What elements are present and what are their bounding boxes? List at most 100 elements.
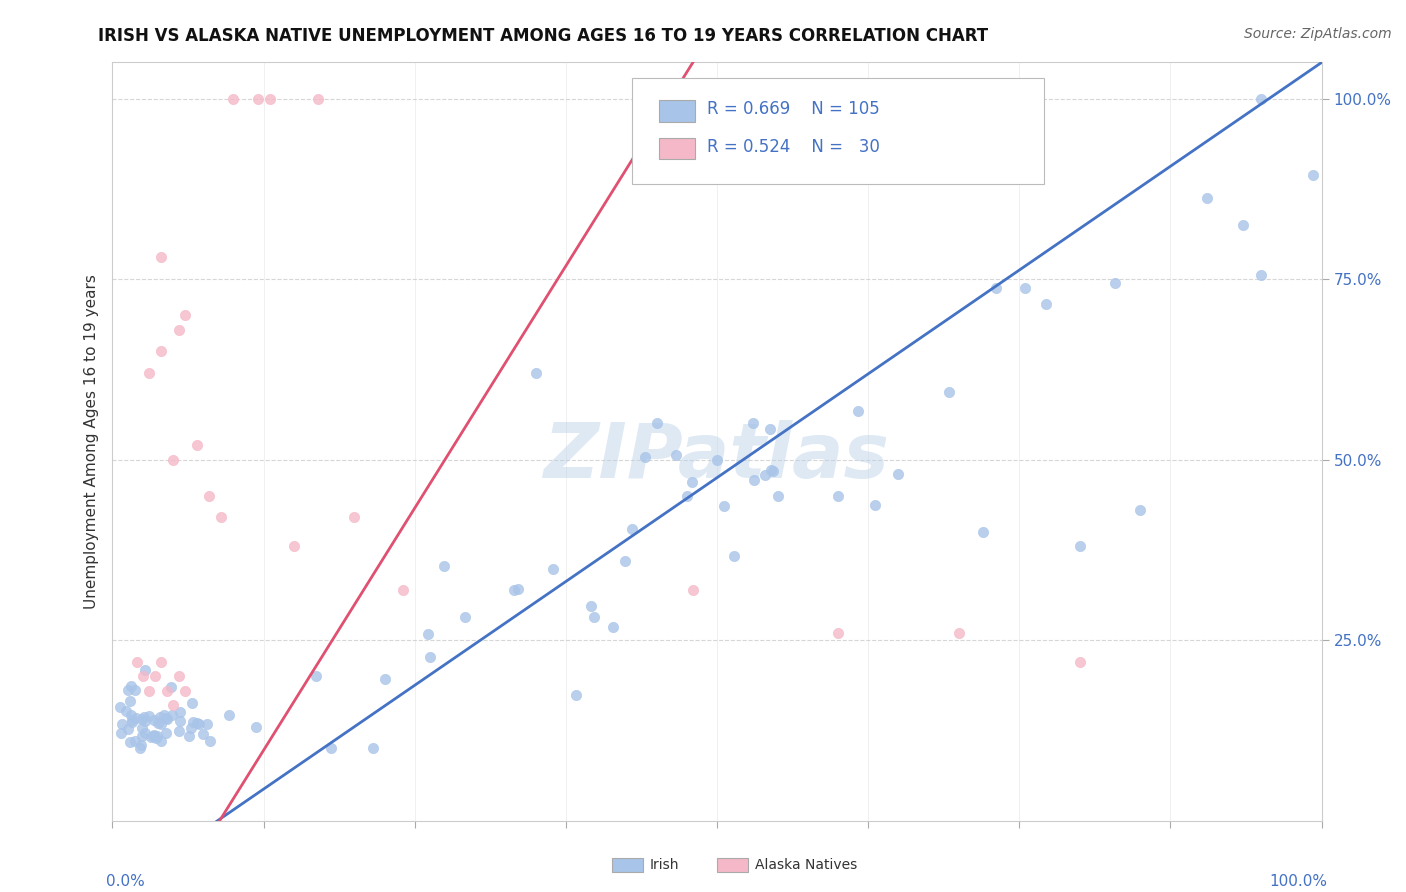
Point: [259, 91, 281, 105]
Point: [1069, 655, 1091, 669]
Point: [245, 720, 267, 734]
Text: 100.0%: 100.0%: [1270, 874, 1327, 888]
Text: R = 0.669    N = 105: R = 0.669 N = 105: [707, 101, 880, 119]
Point: [565, 689, 588, 703]
Point: [1104, 276, 1126, 290]
Point: [120, 734, 142, 748]
Point: [186, 438, 208, 452]
Point: [1129, 503, 1152, 517]
Point: [602, 619, 624, 633]
Point: [128, 740, 150, 755]
Point: [155, 712, 177, 726]
Point: [162, 698, 184, 712]
Text: 0.0%: 0.0%: [107, 874, 145, 888]
Point: [167, 669, 190, 683]
Point: [198, 733, 221, 747]
Point: [155, 711, 177, 725]
Y-axis label: Unemployment Among Ages 16 to 19 years: Unemployment Among Ages 16 to 19 years: [83, 274, 98, 609]
Point: [1014, 280, 1036, 294]
Point: [134, 714, 156, 728]
Point: [120, 707, 142, 722]
Point: [186, 715, 208, 730]
Point: [134, 710, 156, 724]
Point: [145, 729, 167, 743]
Text: R = 0.524    N =   30: R = 0.524 N = 30: [707, 138, 880, 156]
Bar: [612, 858, 643, 872]
Point: [149, 655, 172, 669]
Point: [145, 731, 167, 746]
Point: [582, 610, 605, 624]
Text: IRISH VS ALASKA NATIVE UNEMPLOYMENT AMONG AGES 16 TO 19 YEARS CORRELATION CHART: IRISH VS ALASKA NATIVE UNEMPLOYMENT AMON…: [98, 27, 988, 45]
Point: [169, 706, 191, 720]
Point: [827, 626, 849, 640]
Point: [153, 708, 176, 723]
Point: [142, 729, 165, 743]
Point: [124, 734, 146, 748]
Point: [149, 251, 172, 265]
Point: [503, 582, 526, 597]
Point: [146, 715, 169, 730]
Point: [645, 417, 668, 431]
Point: [143, 669, 166, 683]
Point: [681, 475, 703, 490]
Point: [948, 626, 970, 640]
Point: [160, 680, 183, 694]
Point: [361, 741, 384, 756]
Point: [222, 91, 245, 105]
Point: [682, 582, 704, 597]
Point: [218, 708, 240, 723]
Point: [579, 599, 602, 613]
Point: [416, 627, 439, 641]
Point: [391, 582, 413, 597]
Point: [124, 682, 146, 697]
Point: [181, 697, 204, 711]
Point: [138, 366, 160, 380]
Point: [117, 722, 139, 736]
Point: [508, 582, 530, 596]
Point: [676, 489, 699, 503]
Point: [187, 717, 209, 731]
Point: [125, 655, 148, 669]
Point: [148, 710, 170, 724]
FancyBboxPatch shape: [633, 78, 1043, 184]
Point: [706, 452, 728, 467]
Point: [111, 717, 134, 731]
Point: [1250, 91, 1272, 105]
Point: [138, 709, 160, 723]
Point: [419, 649, 441, 664]
Point: [155, 725, 177, 739]
Point: [117, 682, 139, 697]
Point: [209, 510, 232, 524]
Text: Alaska Natives: Alaska Natives: [755, 858, 858, 872]
Point: [167, 723, 190, 738]
Point: [143, 728, 166, 742]
Point: [938, 385, 960, 400]
Point: [972, 524, 994, 539]
Point: [762, 464, 785, 478]
Point: [149, 344, 172, 359]
Point: [305, 669, 328, 683]
Point: [149, 717, 172, 731]
Point: [121, 715, 143, 730]
Point: [283, 539, 305, 553]
Point: [1197, 191, 1219, 205]
Point: [1250, 268, 1272, 283]
Point: [138, 683, 160, 698]
Point: [191, 727, 214, 741]
Point: [246, 91, 269, 105]
Point: [524, 366, 547, 380]
Point: [108, 700, 131, 714]
Point: [143, 713, 166, 727]
Text: ZIPatlas: ZIPatlas: [544, 420, 890, 493]
Point: [1035, 297, 1057, 311]
Point: [742, 416, 765, 430]
Bar: [659, 101, 696, 121]
Point: [131, 722, 153, 736]
Point: [343, 510, 366, 524]
Point: [742, 473, 765, 487]
Point: [132, 669, 155, 683]
Point: [118, 694, 141, 708]
Point: [614, 554, 637, 568]
Point: [183, 714, 205, 729]
Point: [984, 281, 1007, 295]
